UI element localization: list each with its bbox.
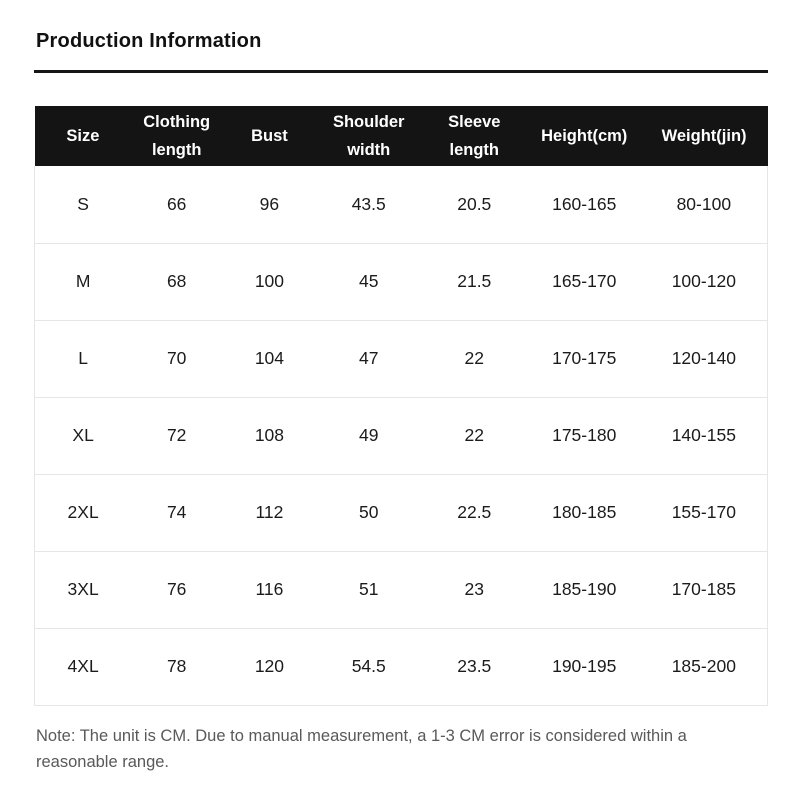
- table-cell: 76: [131, 551, 223, 629]
- table-cell: 175-180: [527, 397, 641, 475]
- size-cell: 3XL: [34, 551, 132, 629]
- table-cell: 170-185: [640, 551, 768, 629]
- size-cell: L: [34, 320, 132, 398]
- table-row-4xl: 4XL 78 120 54.5 23.5 190-195 185-200: [34, 628, 768, 706]
- column-header-height: Height(cm): [527, 106, 641, 167]
- table-cell: 50: [316, 474, 421, 552]
- measurement-note: Note: The unit is CM. Due to manual meas…: [36, 726, 687, 772]
- table-cell: 185-200: [640, 628, 768, 706]
- table-row-s: S 66 96 43.5 20.5 160-165 80-100: [34, 166, 768, 244]
- table-cell: 108: [222, 397, 317, 475]
- table-cell: 120-140: [640, 320, 768, 398]
- title-divider: [34, 70, 768, 73]
- table-cell: 165-170: [527, 243, 641, 321]
- column-header-shoulder-width: Shoulder width: [316, 106, 421, 167]
- table-cell: 22: [420, 397, 528, 475]
- column-header-clothing-length: Clothing length: [131, 106, 223, 167]
- size-cell: S: [34, 166, 132, 244]
- table-cell: 155-170: [640, 474, 768, 552]
- table-header: Size Clothing length Bust Shoulder width…: [34, 106, 768, 167]
- size-cell: 4XL: [34, 628, 132, 706]
- table-cell: 116: [222, 551, 317, 629]
- table-cell: 54.5: [316, 628, 421, 706]
- table-cell: 96: [222, 166, 317, 244]
- table-cell: 80-100: [640, 166, 768, 244]
- table-cell: 170-175: [527, 320, 641, 398]
- size-cell: XL: [34, 397, 132, 475]
- column-header-weight: Weight(jin): [640, 106, 768, 167]
- table-cell: 22.5: [420, 474, 528, 552]
- table-row-2xl: 2XL 74 112 50 22.5 180-185 155-170: [34, 474, 768, 552]
- page-title: Production Information: [36, 30, 262, 52]
- table-cell: 66: [131, 166, 223, 244]
- size-cell: M: [34, 243, 132, 321]
- table-row-l: L 70 104 47 22 170-175 120-140: [34, 320, 768, 398]
- table-cell: 160-165: [527, 166, 641, 244]
- table-cell: 185-190: [527, 551, 641, 629]
- table-row-xl: XL 72 108 49 22 175-180 140-155: [34, 397, 768, 475]
- table-cell: 70: [131, 320, 223, 398]
- table-cell: 22: [420, 320, 528, 398]
- table-cell: 120: [222, 628, 317, 706]
- table-cell: 100-120: [640, 243, 768, 321]
- size-chart-table: Size Clothing length Bust Shoulder width…: [34, 106, 768, 706]
- table-cell: 68: [131, 243, 223, 321]
- table-cell: 49: [316, 397, 421, 475]
- table-cell: 45: [316, 243, 421, 321]
- size-cell: 2XL: [34, 474, 132, 552]
- table-cell: 47: [316, 320, 421, 398]
- table-cell: 74: [131, 474, 223, 552]
- table-cell: 72: [131, 397, 223, 475]
- table-cell: 51: [316, 551, 421, 629]
- table-cell: 100: [222, 243, 317, 321]
- table-cell: 21.5: [420, 243, 528, 321]
- table-cell: 78: [131, 628, 223, 706]
- column-header-bust: Bust: [222, 106, 317, 167]
- table-row-m: M 68 100 45 21.5 165-170 100-120: [34, 243, 768, 321]
- column-header-size: Size: [34, 106, 132, 167]
- table-cell: 190-195: [527, 628, 641, 706]
- table-row-3xl: 3XL 76 116 51 23 185-190 170-185: [34, 551, 768, 629]
- table-cell: 140-155: [640, 397, 768, 475]
- table-cell: 23.5: [420, 628, 528, 706]
- column-header-sleeve-length: Sleeve length: [420, 106, 528, 167]
- table-cell: 43.5: [316, 166, 421, 244]
- table-cell: 104: [222, 320, 317, 398]
- table-cell: 20.5: [420, 166, 528, 244]
- table-cell: 180-185: [527, 474, 641, 552]
- header-row: Size Clothing length Bust Shoulder width…: [34, 106, 768, 167]
- table-body: S 66 96 43.5 20.5 160-165 80-100 M 68 10…: [34, 166, 768, 706]
- table-cell: 112: [222, 474, 317, 552]
- table-cell: 23: [420, 551, 528, 629]
